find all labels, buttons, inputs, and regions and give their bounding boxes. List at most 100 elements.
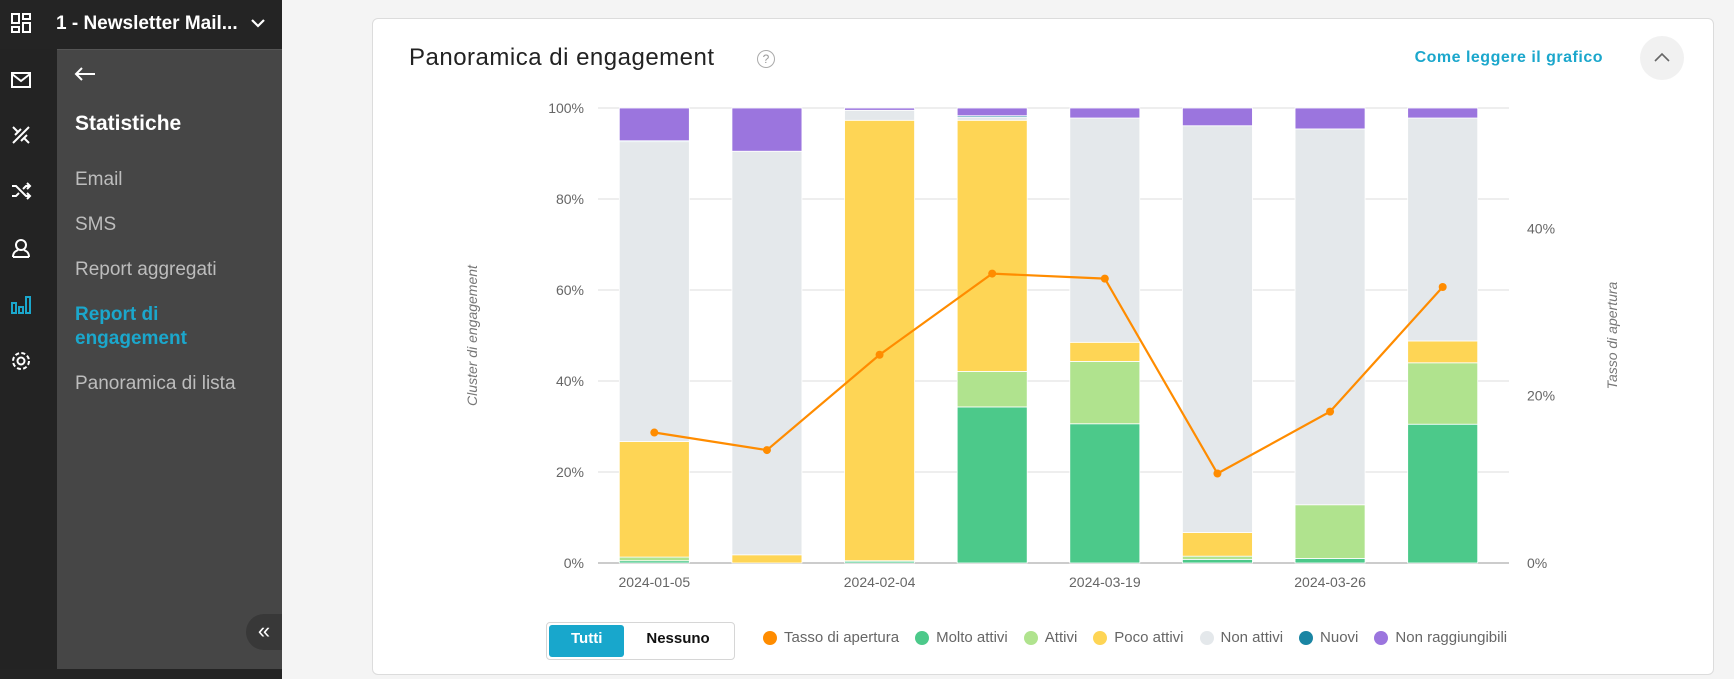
open-rate-point [1326, 407, 1335, 416]
bar-segment [618, 141, 690, 442]
chevron-up-icon [1654, 52, 1670, 62]
legend-label: Tasso di apertura [784, 629, 900, 646]
submenu-item-report-aggregati[interactable]: Report aggregati [75, 259, 217, 280]
legend-label: Nuovi [1320, 629, 1359, 646]
open-rate-point [1438, 282, 1447, 291]
bar-segment [1182, 125, 1253, 533]
legend-dot-icon [915, 630, 930, 645]
open-rate-point [988, 269, 997, 278]
bar-segment [844, 107, 915, 111]
collapse-chart-button[interactable] [1640, 36, 1684, 80]
bar-segment [618, 441, 690, 558]
legend-dot-icon [1093, 630, 1108, 645]
bar-segment [1069, 117, 1141, 343]
help-icon[interactable]: ? [757, 50, 775, 68]
bar-segment [1069, 341, 1141, 362]
bar-segment [956, 119, 1028, 372]
icon-rail [0, 49, 57, 669]
y-tick-label: 0% [564, 555, 584, 571]
legend-item[interactable]: Poco attivi [1093, 629, 1184, 646]
bar-segment [1407, 117, 1479, 342]
open-rate-point [762, 446, 771, 455]
dashboard-grid-icon[interactable] [10, 12, 32, 34]
chart-legend: Tasso di apertura Molto attivi Attivi Poco … [763, 629, 1507, 646]
bar-segment [956, 371, 1028, 408]
legend-label: Attivi [1044, 629, 1078, 646]
y-right-tick-label: 0% [1527, 555, 1547, 571]
open-rate-line [654, 272, 1444, 475]
submenu-panel: Statistiche Email SMS Report aggregati R… [57, 49, 282, 670]
legend-dot-icon [1374, 630, 1389, 645]
submenu-item-email[interactable]: Email [75, 169, 123, 190]
legend-item[interactable]: Nuovi [1299, 629, 1358, 646]
bar-segment [1294, 504, 1366, 559]
chevron-down-icon[interactable] [248, 13, 268, 33]
y-tick-label: 80% [556, 191, 584, 207]
legend-item[interactable]: Attivi [1023, 629, 1078, 646]
bar-segment [844, 109, 915, 121]
back-arrow-icon[interactable] [73, 64, 97, 84]
open-rate-point [875, 350, 884, 359]
sidebar-footer [0, 669, 282, 679]
bar-segment [1182, 558, 1253, 564]
select-all-button[interactable]: Tutti [549, 625, 625, 657]
y-axis-title: Cluster di engagement [464, 264, 480, 406]
y-right-axis-title: Tasso di apertura [1604, 281, 1620, 389]
open-rate-point [1213, 469, 1222, 478]
y-right-tick-label: 40% [1527, 220, 1555, 236]
bar-segment [1294, 128, 1366, 506]
section-title: Statistiche [75, 112, 182, 135]
bar-segment [1069, 423, 1141, 564]
bar-segment [1182, 107, 1253, 127]
x-tick-label: 2024-01-05 [619, 574, 691, 590]
x-tick-label: 2024-03-26 [1294, 574, 1366, 590]
legend-label: Non raggiungibili [1395, 629, 1508, 646]
bar-segment [618, 107, 690, 142]
bar-segment [956, 107, 1028, 117]
legend-dot-icon [763, 630, 777, 645]
bar-segment [1182, 532, 1253, 557]
list-selector[interactable]: 1 - Newsletter Mail... [56, 13, 238, 34]
bar-chart-icon[interactable] [10, 293, 32, 315]
legend-label: Molto attivi [936, 629, 1008, 646]
legend-dot-icon [1199, 630, 1214, 645]
bar-segment [1182, 555, 1253, 560]
submenu-item-sms[interactable]: SMS [75, 214, 117, 235]
gear-icon[interactable] [10, 350, 32, 372]
how-to-read-link[interactable]: Come leggere il grafico [1414, 49, 1603, 66]
legend-item[interactable]: Tasso di apertura [763, 629, 899, 646]
bar-segment [1407, 340, 1479, 364]
x-tick-label: 2024-03-19 [1069, 574, 1141, 590]
open-rate-point [650, 428, 659, 437]
bar-segment [956, 406, 1028, 564]
legend-label: Poco attivi [1114, 629, 1184, 646]
bar-segment [1407, 423, 1479, 564]
bar-segment [1069, 361, 1141, 425]
legend-item[interactable]: Non attivi [1199, 629, 1283, 646]
bar-segment [1069, 107, 1141, 119]
legend-item[interactable]: Non raggiungibili [1374, 629, 1507, 646]
y-tick-label: 40% [556, 373, 584, 389]
y-right-tick-label: 20% [1527, 388, 1555, 404]
bar-segment [731, 107, 803, 152]
bar-segment [731, 554, 803, 564]
bar-segment [618, 556, 690, 562]
mail-icon[interactable] [10, 69, 32, 91]
bar-segment [1407, 362, 1479, 425]
submenu-item-report-engagement[interactable]: Report di engagement [75, 304, 187, 349]
legend-dot-icon [1023, 630, 1038, 645]
y-tick-label: 100% [548, 100, 584, 116]
engagement-chart: 0% 20% 40% 60% 80% 100% 0% 20% 40% Cluster di eng… [464, 100, 1620, 590]
submenu-item-panoramica-lista[interactable]: Panoramica di lista [75, 373, 236, 394]
collapse-sidebar-button[interactable]: « [246, 614, 282, 650]
shuffle-icon[interactable] [10, 180, 32, 202]
bar-segment [731, 150, 803, 556]
legend-item[interactable]: Molto attivi [915, 629, 1008, 646]
x-tick-label: 2024-02-04 [844, 574, 916, 590]
bar-segment [1294, 558, 1366, 564]
card-title: Panoramica di engagement [409, 44, 715, 71]
user-icon[interactable] [10, 237, 32, 259]
app-header: 1 - Newsletter Mail... [0, 0, 282, 49]
tools-icon[interactable] [10, 124, 32, 146]
select-none-button[interactable]: Nessuno [646, 630, 710, 647]
